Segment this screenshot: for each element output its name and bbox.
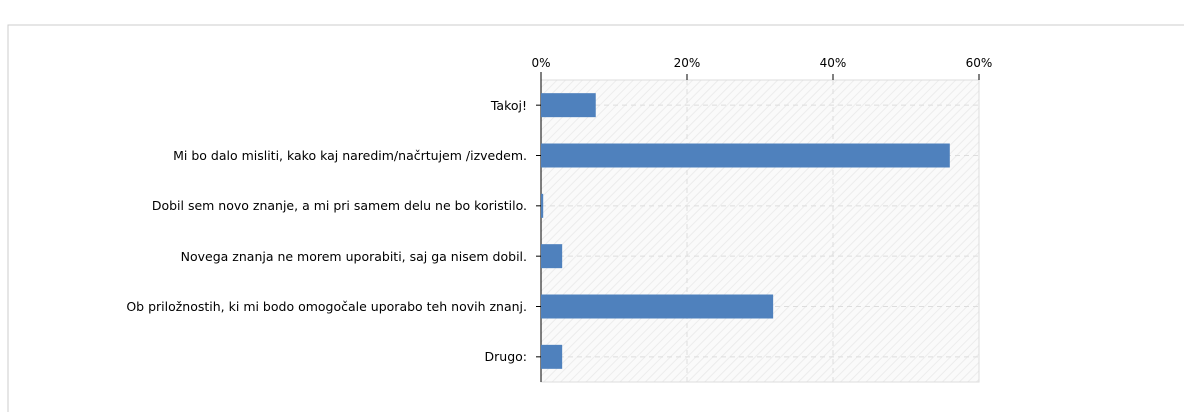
- x-tick-label: 40%: [820, 56, 847, 70]
- bar: [541, 93, 596, 118]
- y-tick-label: Novega znanja ne morem uporabiti, saj ga…: [180, 248, 527, 264]
- x-tick-label: 60%: [966, 56, 993, 70]
- plot-area: [540, 79, 980, 383]
- bar: [541, 193, 544, 218]
- y-tick-label: Drugo:: [484, 349, 527, 365]
- y-tick-label: Mi bo dalo misliti, kako kaj naredim/nač…: [173, 148, 527, 163]
- x-tick-label: 0%: [531, 56, 550, 70]
- bar: [541, 344, 563, 369]
- y-tick-label: Ob priložnostih, ki mi bodo omogočale up…: [126, 299, 527, 314]
- bar: [541, 294, 774, 319]
- bar: [541, 244, 563, 269]
- x-tick-label: 20%: [674, 56, 701, 70]
- y-tick-label: Takoj!: [490, 97, 527, 113]
- bar: [541, 143, 950, 168]
- frame: [7, 24, 1184, 412]
- y-tick-label: Dobil sem novo znanje, a mi pri samem de…: [151, 198, 527, 214]
